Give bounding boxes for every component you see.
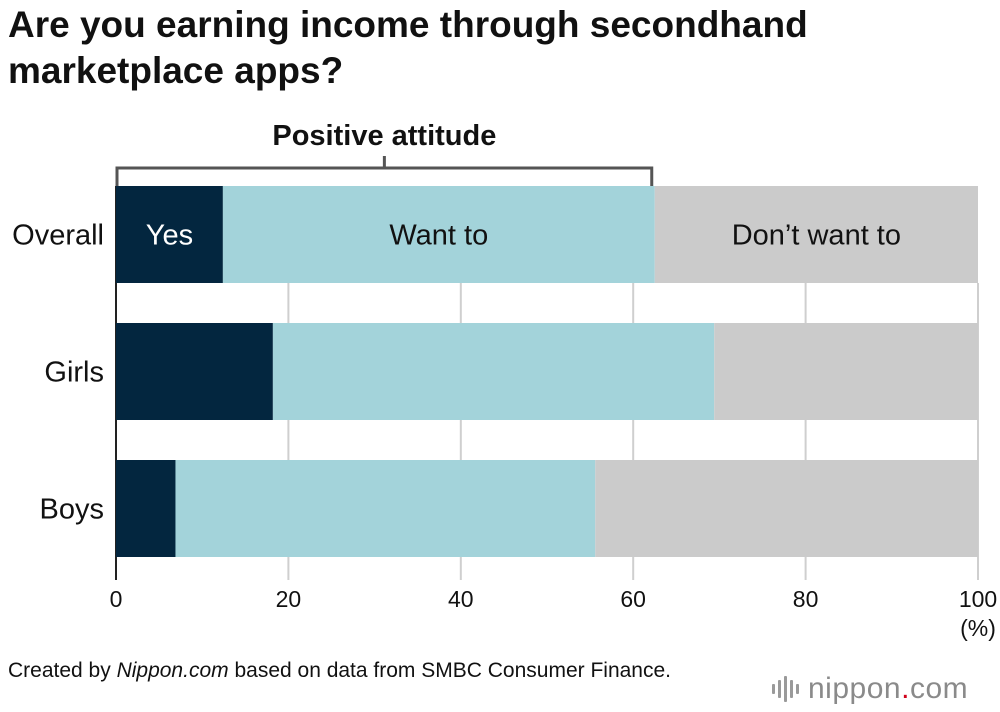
stacked-bar-chart: Yes Want to Don’t want to Overall Girls Boys… [12, 120, 998, 641]
source-note: Created by Nippon.com based on data from… [8, 658, 671, 683]
source-site: Nippon.com [116, 659, 229, 682]
logo-text: nippon.com [808, 672, 969, 705]
x-tick-label: 60 [620, 586, 646, 612]
x-axis-unit: (%) [960, 615, 996, 641]
x-tick-label: 40 [448, 586, 474, 612]
bar-segment [116, 460, 176, 557]
bar-segment [714, 323, 978, 420]
category-labels: Overall Girls Boys [12, 220, 104, 526]
series-label: Don’t want to [732, 220, 901, 252]
bar-segment [654, 186, 978, 283]
nippon-logo: nippon.com [772, 672, 968, 706]
bar-segment [272, 323, 715, 420]
category-label: Boys [40, 494, 104, 526]
bar-segment [116, 186, 223, 283]
series-label: Yes [146, 220, 193, 252]
series-label: Want to [389, 220, 488, 252]
bar-segment [222, 186, 655, 283]
bracket-line [115, 166, 654, 186]
bars: Yes Want to Don’t want to [116, 186, 978, 557]
source-prefix: Created by [8, 659, 117, 682]
x-axis-ticks: 0 20 40 60 80 100 (%) [110, 586, 998, 641]
x-tick-label: 80 [793, 586, 819, 612]
category-label: Girls [44, 357, 104, 389]
bar-segment [595, 460, 978, 557]
x-tick-label: 20 [276, 586, 302, 612]
bar-segment [116, 323, 273, 420]
source-suffix: based on data from SMBC Consumer Finance… [228, 659, 671, 682]
bar-segment [175, 460, 596, 557]
positive-attitude-bracket: Positive attitude [115, 120, 654, 186]
x-tick-label: 100 [959, 586, 997, 612]
x-tick-label: 0 [110, 586, 123, 612]
category-label: Overall [12, 220, 104, 252]
chart-title: Are you earning income through secondhan… [8, 4, 808, 91]
annotation-label: Positive attitude [272, 120, 496, 152]
logo-bars-icon [772, 676, 802, 702]
